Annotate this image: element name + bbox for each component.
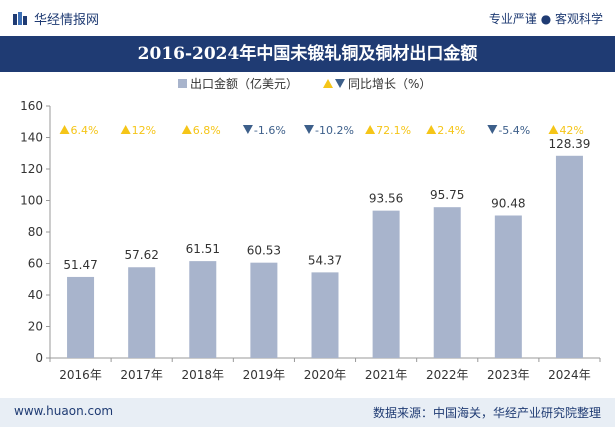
chart: 出口金额（亿美元） 同比增长（%） 0 20 40 60 80 100 120 140 160 20… — [20, 76, 601, 382]
bar-value-label: 61.51 — [186, 242, 220, 256]
growth-label: 2.4% — [437, 124, 465, 137]
bar — [372, 210, 400, 358]
legend-down-triangle-icon — [335, 79, 345, 88]
growth-markers: 6.4% 12% 6.8% -1.6% -10.2% 72.1% 2.4% -5.4% 42% — [59, 124, 584, 137]
x-tick-label: 2022年 — [426, 368, 469, 382]
bar — [494, 215, 522, 358]
x-tick-label: 2016年 — [59, 368, 102, 382]
y-tick-label: 60 — [28, 257, 43, 271]
growth-label: 6.4% — [71, 124, 99, 137]
growth-down-triangle-icon — [304, 125, 314, 134]
growth-label: 72.1% — [376, 124, 411, 137]
chart-title: 2016-2024年中国未锻轧铜及铜材出口金额 — [137, 44, 478, 64]
growth-up-triangle-icon — [120, 125, 131, 134]
x-tick-label: 2023年 — [487, 368, 530, 382]
bar-value-label: 90.48 — [491, 196, 525, 210]
growth-up-triangle-icon — [59, 125, 70, 134]
bar-value-label: 95.75 — [430, 188, 464, 202]
bar-value-label: 54.37 — [308, 253, 342, 267]
y-tick-label: 160 — [20, 99, 43, 113]
growth-label: -1.6% — [254, 124, 286, 137]
title-bar: 2016-2024年中国未锻轧铜及铜材出口金额 — [0, 36, 615, 72]
growth-label: 6.8% — [193, 124, 221, 137]
growth-up-triangle-icon — [548, 125, 559, 134]
bar — [555, 155, 583, 358]
bar — [189, 261, 217, 358]
logo-icon — [13, 11, 27, 25]
bar-value-label: 128.39 — [548, 137, 590, 151]
x-tick-label: 2021年 — [365, 368, 408, 382]
brand: 华经情报网 — [12, 9, 99, 28]
bar-value-label: 57.62 — [124, 248, 158, 262]
y-tick-label: 80 — [28, 225, 43, 239]
bar — [128, 267, 156, 358]
bars: 51.47 57.62 61.51 60.53 54.37 93.56 95.75 90.48… — [63, 137, 590, 358]
y-tick-label: 140 — [20, 131, 43, 145]
bar-value-label: 93.56 — [369, 192, 403, 206]
x-tick-label: 2019年 — [243, 368, 286, 382]
axes: 0 20 40 60 80 100 120 140 160 2016年 2017年 2018年 2019… — [20, 99, 601, 382]
growth-up-triangle-icon — [426, 125, 437, 134]
footer-url: www.huaon.com — [14, 404, 114, 418]
legend-bar-swatch — [178, 79, 187, 88]
legend-up-triangle-icon — [323, 79, 333, 88]
growth-up-triangle-icon — [365, 125, 376, 134]
x-tick-label: 2018年 — [182, 368, 225, 382]
legend: 出口金额（亿美元） 同比增长（%） — [178, 76, 431, 91]
x-tick-label: 2020年 — [304, 368, 347, 382]
y-tick-label: 0 — [35, 351, 43, 365]
y-tick-label: 40 — [28, 288, 43, 302]
footer-source: 数据来源：中国海关，华经产业研究院整理 — [372, 406, 601, 420]
x-tick-label: 2024年 — [548, 368, 591, 382]
growth-label: 42% — [559, 124, 583, 137]
bar — [311, 272, 339, 358]
top-bar: 华经情报网 专业严谨 ● 客观科学 — [0, 0, 615, 36]
y-tick-label: 100 — [20, 194, 43, 208]
y-tick-label: 120 — [20, 162, 43, 176]
legend-bar-label: 出口金额（亿美元） — [190, 76, 298, 91]
growth-label: -5.4% — [498, 124, 530, 137]
bar — [67, 276, 95, 358]
bar — [433, 207, 461, 358]
growth-label: 12% — [132, 124, 156, 137]
x-tick-label: 2017年 — [120, 368, 163, 382]
footer: www.huaon.com 数据来源：中国海关，华经产业研究院整理 — [0, 398, 615, 427]
bar-value-label: 60.53 — [247, 244, 281, 258]
growth-label: -10.2% — [315, 124, 354, 137]
growth-down-triangle-icon — [242, 125, 253, 134]
slogan: 专业严谨 ● 客观科学 — [488, 12, 603, 26]
bar — [250, 262, 278, 358]
y-tick-label: 20 — [28, 320, 43, 334]
brand-name: 华经情报网 — [34, 13, 100, 28]
growth-up-triangle-icon — [181, 125, 192, 134]
growth-down-triangle-icon — [487, 125, 498, 134]
bar-value-label: 51.47 — [63, 258, 97, 272]
legend-growth-label: 同比增长（%） — [348, 77, 431, 91]
